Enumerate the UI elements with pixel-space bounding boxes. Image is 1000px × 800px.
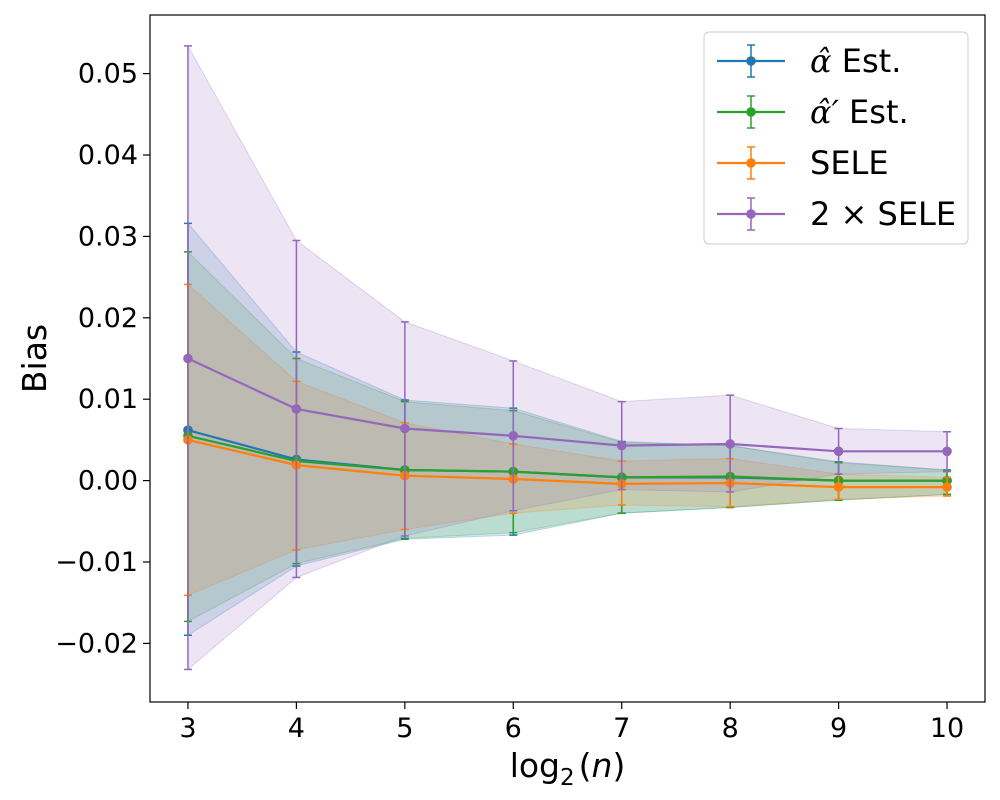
- legend-label: SELE: [810, 144, 889, 182]
- series-lines: [183, 45, 952, 671]
- legend-box: [703, 31, 969, 245]
- y-tick-label: −0.02: [55, 628, 138, 659]
- y-tick-label: 0.05: [78, 59, 138, 90]
- x-tick-label: 5: [396, 713, 413, 744]
- y-tick-label: −0.01: [55, 547, 138, 578]
- x-tick-label: 4: [288, 713, 305, 744]
- legend-marker: [746, 158, 756, 168]
- legend-label: 2 × SELE: [810, 195, 956, 233]
- line-two-sele: [187, 357, 948, 453]
- x-tick-label: 9: [830, 713, 847, 744]
- legend-item-sele: SELE: [717, 144, 889, 182]
- point-two-sele: [942, 446, 952, 457]
- y-axis-label: Bias: [15, 324, 54, 393]
- series-two-sele: [183, 45, 952, 671]
- legend-label-text: Est.: [832, 42, 902, 80]
- point-two-sele: [508, 431, 519, 441]
- legend-label: α̂′ Est.: [810, 93, 909, 131]
- x-tick-label: 10: [930, 713, 964, 744]
- legend-label-math: α̂′: [810, 93, 840, 131]
- x-tick-label: 7: [613, 713, 630, 744]
- legend-item-alpha-hat-prime: α̂′ Est.: [717, 93, 909, 131]
- axis-ticks: 3 4 5 6 7 8 9 10 −0.02 −0.01 0.00 0.01 0.02 0.03 0.04 0…: [55, 59, 964, 744]
- point-two-sele: [183, 353, 193, 364]
- legend-item-two-sele: 2 × SELE: [717, 195, 956, 233]
- plot-frame: [149, 14, 986, 703]
- y-tick-label: 0.03: [78, 221, 138, 252]
- x-tick-label: 6: [505, 713, 522, 744]
- y-tick-label: 0.04: [78, 140, 138, 171]
- x-label-paren-close: ): [612, 746, 625, 785]
- legend-marker: [746, 107, 756, 117]
- legend-marker: [746, 56, 756, 66]
- point-two-sele: [725, 439, 735, 449]
- x-label-log: log: [510, 746, 560, 785]
- legend-label-math: α̂: [810, 42, 832, 80]
- line-sele: [187, 438, 948, 489]
- x-tick-label: 8: [722, 713, 739, 744]
- legend-item-alpha-hat: α̂ Est.: [717, 42, 901, 80]
- x-label-base: 2: [560, 765, 575, 791]
- point-sele: [942, 482, 952, 492]
- legend-marker: [746, 209, 756, 219]
- legend-label-text: Est.: [839, 93, 909, 131]
- legend-label: α̂ Est.: [810, 42, 901, 80]
- point-two-sele: [400, 423, 410, 434]
- y-tick-label: 0.01: [78, 384, 138, 415]
- x-axis-label: log2 (n): [510, 746, 626, 791]
- line-alpha-hat-prime: [187, 434, 948, 482]
- x-label-paren: (: [579, 746, 592, 785]
- x-tick-label: 3: [179, 713, 196, 744]
- y-tick-label: 0.00: [78, 466, 138, 497]
- point-two-sele: [291, 404, 302, 414]
- point-two-sele: [833, 446, 844, 457]
- point-sele: [833, 482, 844, 492]
- y-tick-label: 0.02: [78, 303, 138, 334]
- x-label-var: n: [592, 746, 613, 785]
- point-two-sele: [616, 440, 627, 451]
